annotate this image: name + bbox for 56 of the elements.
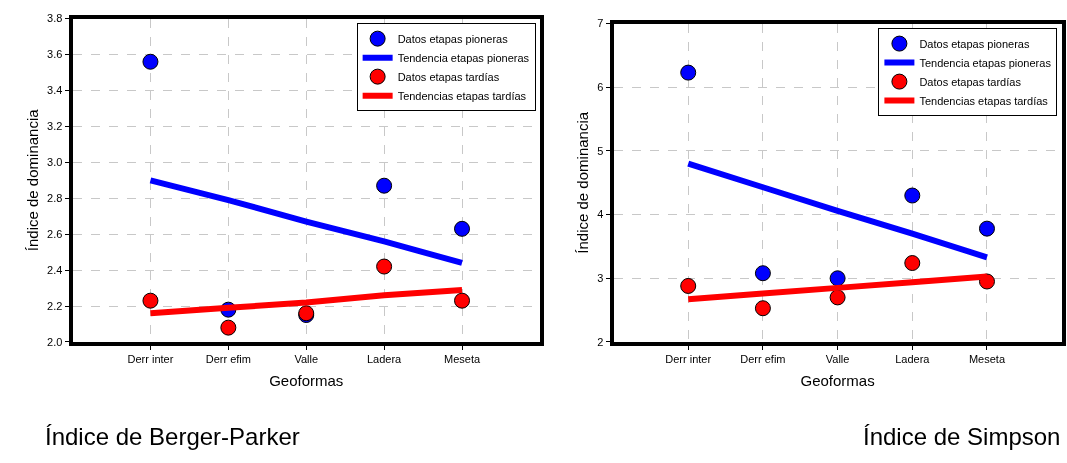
y-tick-label: 2.6 bbox=[47, 228, 63, 241]
x-tick-label: Valle bbox=[294, 353, 319, 366]
text: Índice de Simpson bbox=[863, 423, 1061, 450]
point bbox=[376, 177, 393, 194]
y-tick-label: 6 bbox=[597, 81, 604, 94]
point bbox=[454, 292, 471, 309]
legend-label: Datos etapas pioneras bbox=[919, 37, 1030, 50]
x-tick-label: Derr inter bbox=[127, 353, 174, 366]
point bbox=[904, 255, 921, 272]
y-tick-label: 2 bbox=[597, 335, 604, 348]
point bbox=[376, 258, 393, 275]
point bbox=[142, 53, 159, 70]
y-tick-label: 3.2 bbox=[47, 120, 63, 133]
y-tick-label: 3.0 bbox=[47, 156, 63, 169]
x-tick-label: Meseta bbox=[443, 353, 481, 366]
point bbox=[142, 292, 159, 309]
x-tick-label: Derr efim bbox=[205, 353, 251, 366]
x-tick-label: Ladera bbox=[895, 353, 931, 366]
y-tick-label: 2.2 bbox=[47, 299, 63, 312]
point bbox=[454, 220, 471, 237]
point bbox=[680, 64, 697, 81]
x-tick-label: Valle bbox=[825, 353, 850, 366]
x-tick-label: Ladera bbox=[366, 353, 403, 366]
point bbox=[220, 319, 237, 336]
y-axis-title: Índice de dominancia bbox=[573, 111, 591, 254]
legend-label: Datos etapas tardías bbox=[397, 70, 500, 83]
legend-label: Datos etapas pioneras bbox=[397, 32, 509, 45]
point bbox=[754, 300, 771, 317]
x-axis-title: Geoformas bbox=[800, 371, 875, 389]
y-tick-label: 3.4 bbox=[47, 84, 63, 97]
y-tick-label: 5 bbox=[597, 144, 604, 157]
legend-label: Tendencia etapas pioneras bbox=[919, 56, 1052, 69]
point bbox=[754, 265, 771, 282]
y-tick-label: 2.8 bbox=[47, 192, 63, 205]
legend-label: Tendencia etapas pioneras bbox=[397, 51, 530, 64]
y-tick-label: 3.6 bbox=[47, 48, 63, 61]
point bbox=[680, 277, 697, 294]
x-tick-label: Derr efim bbox=[740, 353, 786, 366]
x-tick-label: Meseta bbox=[968, 353, 1006, 366]
legend-label: Tendencias etapas tardías bbox=[919, 94, 1049, 107]
y-axis-title: Índice de dominancia bbox=[23, 108, 41, 252]
y-tick-label: 2.0 bbox=[47, 335, 63, 348]
y-tick-label: 3.8 bbox=[47, 12, 63, 25]
x-tick-label: Derr inter bbox=[665, 353, 712, 366]
point bbox=[829, 270, 846, 287]
text: Índice de Berger-Parker bbox=[45, 423, 300, 450]
y-tick-label: 2.4 bbox=[47, 263, 63, 276]
point bbox=[978, 220, 995, 237]
point bbox=[829, 289, 846, 306]
y-tick-label: 3 bbox=[597, 272, 604, 285]
x-axis-title: Geoformas bbox=[269, 371, 344, 389]
legend-label: Datos etapas tardías bbox=[919, 75, 1022, 88]
legend-label: Tendencias etapas tardías bbox=[397, 89, 527, 102]
y-tick-label: 7 bbox=[597, 17, 604, 30]
point bbox=[904, 187, 921, 204]
y-tick-label: 4 bbox=[597, 208, 604, 221]
